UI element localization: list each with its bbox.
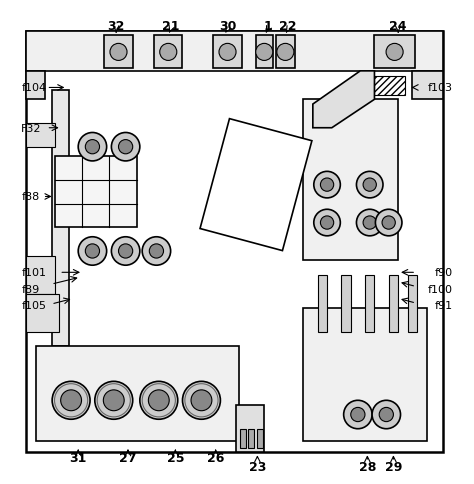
Circle shape: [379, 408, 393, 422]
Circle shape: [61, 390, 82, 411]
Bar: [389, 275, 398, 332]
Circle shape: [182, 381, 220, 419]
Bar: [36, 346, 239, 440]
Text: f105: f105: [21, 301, 46, 311]
Circle shape: [140, 381, 178, 419]
Text: 30: 30: [219, 20, 236, 33]
Circle shape: [111, 237, 140, 266]
Bar: [26, 294, 59, 332]
Bar: [303, 308, 427, 440]
Bar: [318, 275, 327, 332]
Circle shape: [149, 244, 164, 258]
Text: 25: 25: [167, 451, 184, 464]
Bar: [154, 36, 182, 69]
Circle shape: [344, 400, 372, 429]
Circle shape: [255, 44, 273, 61]
Circle shape: [160, 44, 177, 61]
Text: 24: 24: [390, 20, 407, 33]
Bar: [236, 405, 264, 453]
Bar: [55, 157, 137, 228]
Bar: [26, 72, 45, 100]
Polygon shape: [200, 120, 312, 251]
Bar: [276, 36, 295, 69]
Circle shape: [372, 400, 401, 429]
Bar: [104, 36, 133, 69]
Circle shape: [314, 210, 340, 236]
Text: f89: f89: [21, 284, 40, 294]
Circle shape: [375, 210, 402, 236]
Text: 23: 23: [249, 460, 266, 473]
Circle shape: [382, 216, 395, 230]
Bar: [408, 275, 417, 332]
Polygon shape: [313, 72, 374, 128]
Text: 29: 29: [385, 460, 402, 473]
Bar: [412, 72, 443, 100]
Text: 26: 26: [207, 451, 224, 464]
Text: 32: 32: [108, 20, 125, 33]
Bar: [374, 36, 415, 69]
Text: f101: f101: [21, 268, 46, 278]
Bar: [303, 100, 398, 261]
Bar: [256, 36, 273, 69]
Circle shape: [118, 244, 133, 258]
Circle shape: [78, 133, 107, 162]
Bar: [52, 91, 69, 346]
Circle shape: [111, 133, 140, 162]
Circle shape: [191, 390, 212, 411]
Circle shape: [52, 381, 90, 419]
Bar: [248, 429, 254, 448]
Circle shape: [356, 172, 383, 198]
Bar: [213, 36, 242, 69]
Circle shape: [320, 179, 334, 192]
Circle shape: [85, 140, 100, 154]
Text: F32: F32: [21, 123, 42, 134]
Circle shape: [386, 44, 403, 61]
Text: f90: f90: [435, 268, 453, 278]
Circle shape: [320, 216, 334, 230]
Bar: [257, 429, 263, 448]
Circle shape: [351, 408, 365, 422]
Bar: [341, 275, 351, 332]
Circle shape: [363, 179, 376, 192]
Bar: [26, 124, 55, 148]
Circle shape: [148, 390, 169, 411]
Text: 22: 22: [280, 20, 297, 33]
Text: 1: 1: [264, 20, 272, 33]
Circle shape: [118, 140, 133, 154]
Circle shape: [356, 210, 383, 236]
Circle shape: [277, 44, 294, 61]
Circle shape: [219, 44, 236, 61]
Bar: [26, 256, 55, 294]
Text: f100: f100: [428, 284, 453, 294]
Circle shape: [103, 390, 124, 411]
Bar: [240, 429, 246, 448]
Circle shape: [314, 172, 340, 198]
Text: 31: 31: [70, 451, 87, 464]
Text: 27: 27: [119, 451, 137, 464]
Bar: [374, 76, 405, 95]
Circle shape: [363, 216, 376, 230]
Circle shape: [85, 244, 100, 258]
Text: f91: f91: [435, 301, 453, 311]
Circle shape: [78, 237, 107, 266]
Circle shape: [110, 44, 127, 61]
Text: f88: f88: [21, 192, 40, 202]
Bar: [26, 31, 443, 72]
Bar: [365, 275, 374, 332]
Text: f103: f103: [428, 83, 453, 93]
Text: 21: 21: [162, 20, 179, 33]
Text: 28: 28: [359, 460, 376, 473]
Circle shape: [95, 381, 133, 419]
Circle shape: [142, 237, 171, 266]
Text: f104: f104: [21, 83, 46, 93]
Bar: [26, 31, 443, 453]
